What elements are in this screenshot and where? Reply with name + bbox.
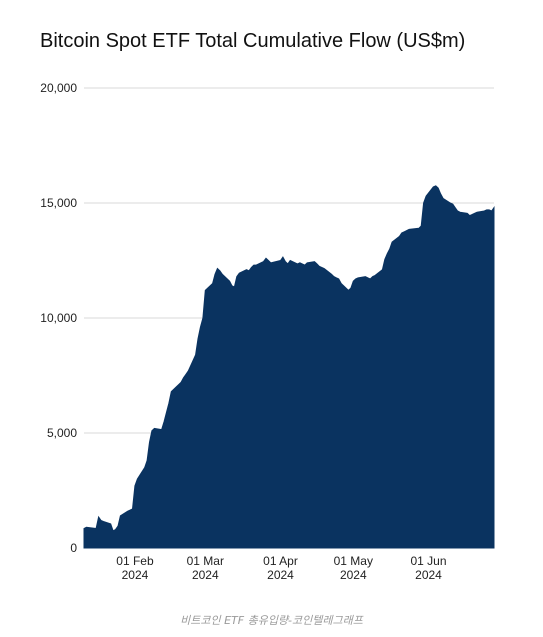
area-series	[83, 185, 495, 549]
x-tick-year-label: 2024	[192, 568, 219, 582]
chart-title: Bitcoin Spot ETF Total Cumulative Flow (…	[40, 30, 466, 52]
x-tick-year-label: 2024	[415, 568, 442, 582]
x-tick-label: 01 May	[334, 554, 373, 568]
x-tick-year-label: 2024	[267, 568, 294, 582]
y-tick-label: 0	[70, 541, 77, 555]
x-tick-label: 01 Feb	[116, 554, 154, 568]
x-tick-label: 01 Mar	[187, 554, 224, 568]
x-tick-label: 01 Jun	[410, 554, 446, 568]
x-tick-year-label: 2024	[340, 568, 367, 582]
y-tick-label: 5,000	[47, 426, 77, 440]
x-tick-label: 01 Apr	[263, 554, 298, 568]
y-axis-ticks: 0 5,000 10,000 15,000 20,000	[40, 81, 77, 555]
x-tick-year-label: 2024	[122, 568, 149, 582]
y-tick-label: 20,000	[40, 81, 77, 95]
image-caption: 비트코인 ETF 총유입량-코인텔레그래프	[180, 614, 363, 627]
y-tick-label: 15,000	[40, 196, 77, 210]
y-tick-label: 10,000	[40, 311, 77, 325]
area-fill	[83, 185, 495, 549]
